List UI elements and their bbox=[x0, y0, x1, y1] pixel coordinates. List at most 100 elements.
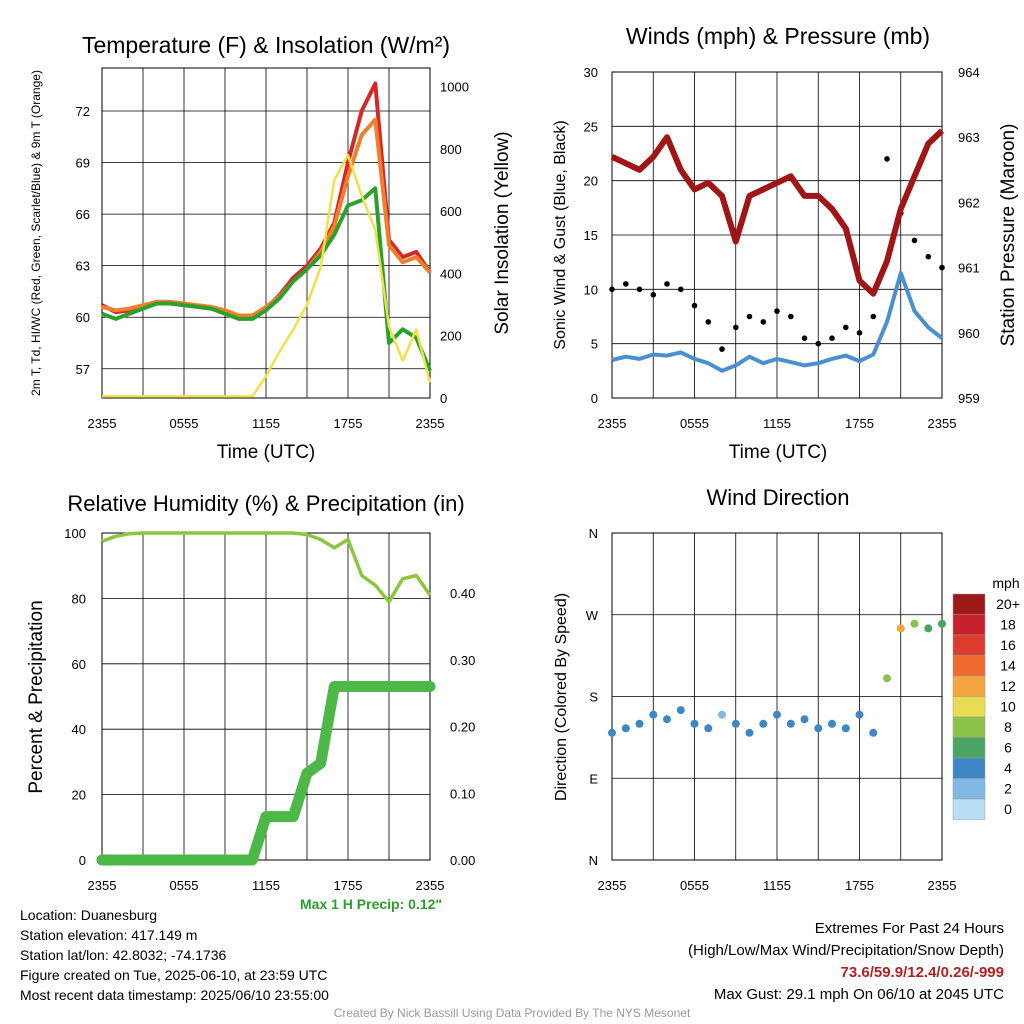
gust-point bbox=[733, 324, 739, 331]
y-tick-label-right: 0.30 bbox=[450, 653, 475, 668]
y-tick-label-right: 0.10 bbox=[450, 786, 475, 801]
direction-point bbox=[814, 724, 823, 733]
x-tick-label: 2355 bbox=[598, 878, 627, 893]
x-tick-label: 1755 bbox=[845, 878, 874, 893]
y-tick-label-right: 960 bbox=[958, 326, 980, 341]
y-tick-label-left: 40 bbox=[72, 722, 86, 737]
x-axis-label-winds: Time (UTC) bbox=[729, 442, 828, 463]
y-tick-label-left: 63 bbox=[76, 259, 90, 274]
y-tick-label-right: 963 bbox=[958, 130, 980, 145]
x-tick-label: 2355 bbox=[598, 416, 627, 431]
direction-point bbox=[676, 706, 685, 715]
y-axis-label-right-winds: Station Pressure (Maroon) bbox=[998, 124, 1019, 347]
y-tick-label: N bbox=[589, 526, 598, 541]
legend-swatch bbox=[952, 696, 986, 718]
x-tick-label: 1155 bbox=[252, 878, 280, 893]
y-tick-label: S bbox=[589, 690, 598, 705]
y-axis-label-humidity: Percent & Precipitation bbox=[26, 600, 47, 793]
direction-point bbox=[649, 710, 658, 719]
y-tick-label-right: 200 bbox=[440, 329, 462, 344]
direction-point bbox=[608, 728, 616, 737]
legend-label: 12 bbox=[1000, 678, 1016, 694]
legend-label: 0 bbox=[1004, 801, 1012, 817]
direction-point bbox=[745, 728, 754, 737]
direction-point bbox=[663, 715, 671, 724]
series-line-hi-wc bbox=[101, 186, 432, 372]
direction-point bbox=[759, 719, 768, 728]
direction-point bbox=[690, 719, 699, 728]
legend-swatch bbox=[952, 655, 986, 677]
y-tick-label-left: 30 bbox=[584, 65, 598, 80]
gust-point bbox=[636, 286, 643, 293]
legend-label: 6 bbox=[1004, 740, 1012, 756]
direction-point bbox=[828, 719, 836, 728]
y-tick-label-left: 15 bbox=[584, 228, 598, 243]
y-tick-label-right: 0 bbox=[440, 391, 447, 406]
x-tick-label: 2355 bbox=[88, 878, 117, 893]
legend-swatch bbox=[952, 757, 986, 779]
y-tick-label-right: 800 bbox=[440, 142, 462, 157]
x-tick-label: 1755 bbox=[845, 416, 874, 431]
legend-title: mph bbox=[992, 575, 1019, 591]
x-axis-label-temperature: Time (UTC) bbox=[217, 442, 316, 463]
x-tick-label: 0555 bbox=[680, 878, 709, 893]
gust-point bbox=[856, 330, 863, 336]
y-tick-label-right: 0.00 bbox=[450, 853, 475, 868]
y-tick-label-left: 60 bbox=[72, 657, 86, 672]
gust-point bbox=[829, 335, 835, 342]
y-axis-label-left-temperature: 2m T, Td, HI/WC (Red, Green, Scarlet/Blu… bbox=[29, 70, 43, 396]
legend-swatch bbox=[952, 593, 986, 615]
legend-swatch bbox=[952, 737, 986, 759]
legend-label: 2 bbox=[1004, 781, 1012, 797]
x-tick-label: 2355 bbox=[928, 878, 957, 893]
series-line-precipitation bbox=[96, 681, 436, 866]
max-precip-note: Max 1 H Precip: 0.12" bbox=[300, 896, 443, 912]
y-tick-label-left: 10 bbox=[584, 282, 598, 297]
direction-point bbox=[910, 619, 919, 628]
direction-point bbox=[621, 724, 630, 733]
max-gust-text: Max Gust: 29.1 mph On 06/10 at 2045 UTC bbox=[713, 986, 1004, 1003]
gust-point bbox=[801, 335, 808, 342]
direction-point bbox=[938, 619, 946, 628]
gust-point bbox=[788, 313, 794, 320]
y-tick-label-right: 964 bbox=[958, 65, 980, 80]
gust-point bbox=[664, 281, 670, 287]
extremes-values: 73.6/59.9/12.4/0.26/-999 bbox=[840, 964, 1004, 981]
y-tick-label-left: 5 bbox=[591, 337, 598, 352]
station-info: Location: Duanesburg Station elevation: … bbox=[20, 905, 329, 1005]
x-tick-label: 1155 bbox=[252, 416, 280, 431]
y-tick-label-left: 0 bbox=[591, 391, 598, 406]
direction-point bbox=[841, 724, 850, 733]
y-tick-label-left: 20 bbox=[72, 788, 86, 803]
direction-point bbox=[869, 728, 878, 737]
gust-point bbox=[760, 319, 767, 325]
chart-title-humidity: Relative Humidity (%) & Precipitation (i… bbox=[67, 491, 464, 516]
gust-point bbox=[678, 286, 684, 293]
chart-title-temperature: Temperature (F) & Insolation (W/m²) bbox=[82, 32, 450, 58]
x-tick-label: 2355 bbox=[928, 416, 957, 431]
series-line-station-pressure bbox=[610, 128, 945, 297]
direction-point bbox=[883, 674, 891, 683]
x-tick-label: 0555 bbox=[170, 416, 199, 431]
gust-point bbox=[843, 324, 849, 331]
legend-label: 4 bbox=[1004, 760, 1012, 776]
y-axis-label-left-winds: Sonic Wind & Gust (Blue, Black) bbox=[552, 120, 569, 349]
legend-swatch bbox=[952, 634, 986, 656]
extremes-subtitle: (High/Low/Max Wind/Precipitation/Snow De… bbox=[688, 942, 1004, 959]
gust-point bbox=[911, 237, 918, 244]
y-axis-label-direction: Direction (Colored By Speed) bbox=[553, 593, 570, 801]
y-axis-label-right-temperature: Solar Insolation (Yellow) bbox=[492, 131, 513, 334]
created-text: Figure created on Tue, 2025-06-10, at 23… bbox=[20, 967, 328, 983]
x-tick-label: 0555 bbox=[170, 878, 199, 893]
y-tick-label-left: 100 bbox=[64, 526, 86, 541]
elevation-text: Station elevation: 417.149 m bbox=[20, 927, 198, 943]
location-text: Location: Duanesburg bbox=[20, 907, 157, 923]
y-tick-label: E bbox=[589, 771, 598, 786]
gust-point bbox=[746, 313, 753, 320]
gust-point bbox=[815, 340, 822, 347]
y-tick-label-left: 20 bbox=[584, 174, 598, 189]
extremes-info: Extremes For Past 24 Hours (High/Low/Max… bbox=[688, 918, 1004, 1006]
series-line-solar-insolation bbox=[102, 153, 432, 398]
legend-label: 18 bbox=[1000, 617, 1016, 633]
